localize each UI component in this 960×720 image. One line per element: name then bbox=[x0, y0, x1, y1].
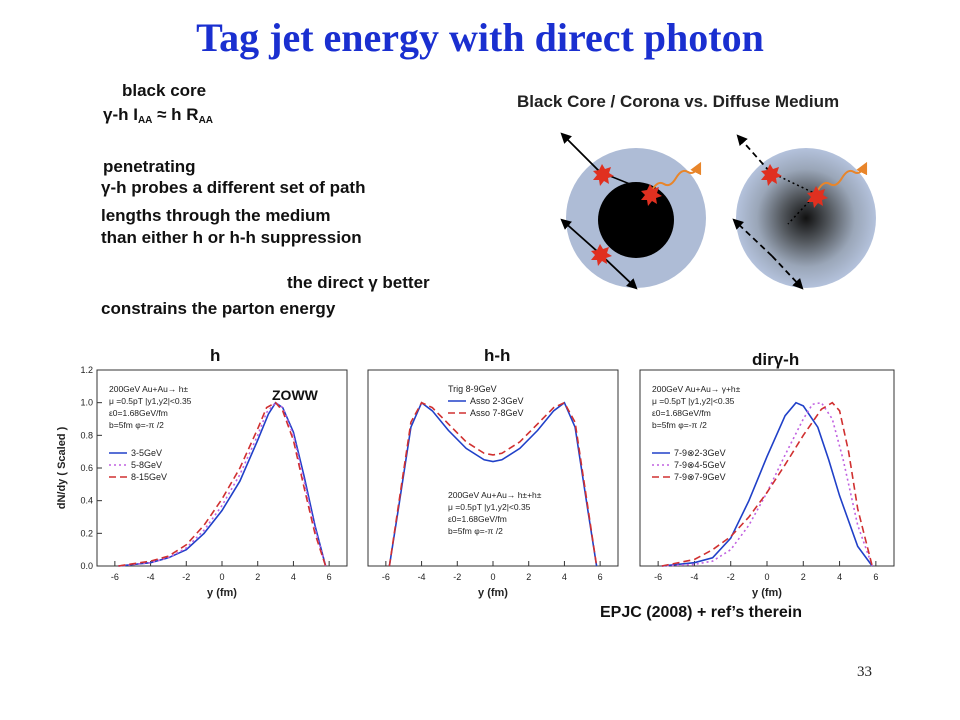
y-tick-label: 0.8 bbox=[80, 430, 93, 440]
annotation-text: ε0=1.68GeV/fm bbox=[109, 408, 168, 418]
penetrating-line-3: than either h or h-h suppression bbox=[101, 228, 362, 247]
annotation-text: b=5fm φ=-π /2 bbox=[448, 526, 503, 536]
plot-frame bbox=[639, 369, 895, 567]
star-icon bbox=[761, 164, 782, 186]
legend-entry-1: Asso 2-3GeV bbox=[470, 396, 524, 406]
x-tick-label: -6 bbox=[382, 572, 390, 582]
x-tick-label: -4 bbox=[690, 572, 698, 582]
diffuse-medium bbox=[732, 134, 876, 290]
photon-wave bbox=[817, 161, 868, 191]
direct-gamma-line-2: constrains the parton energy bbox=[101, 299, 336, 318]
x-tick-label: 0 bbox=[764, 572, 769, 582]
annotation-text: μ =0.5pT |y1,y2|<0.35 bbox=[448, 502, 531, 512]
penetrating-line-1: γ-h probes a different set of path bbox=[101, 178, 366, 197]
medium-diagram bbox=[560, 132, 876, 290]
y-tick-label: 0.6 bbox=[80, 463, 93, 473]
series-line-1 bbox=[118, 401, 327, 567]
iaa-raa-relation: γ-h IAA ≈ h RAA bbox=[103, 105, 214, 126]
x-tick-label: 6 bbox=[873, 572, 878, 582]
y-tick-label: 0.2 bbox=[80, 528, 93, 538]
x-axis-label: y (fm) bbox=[752, 587, 782, 599]
y-tick-label: 0.4 bbox=[80, 496, 93, 506]
annotation-text: ε0=1.68GeV/fm bbox=[652, 408, 711, 418]
annotation-text: μ =0.5pT |y1,y2|<0.35 bbox=[109, 396, 192, 406]
y-axis-label: dN/dy ( Scaled ) bbox=[56, 426, 68, 509]
penetrating-line-2: lengths through the medium bbox=[101, 206, 331, 225]
legend-entry-2: 7-9⊗4-5GeV bbox=[674, 460, 726, 470]
series-line-2 bbox=[118, 401, 327, 567]
x-tick-label: 4 bbox=[837, 572, 842, 582]
page-number: 33 bbox=[857, 664, 872, 680]
annotation-text: 200GeV Au+Au→ h±+h± bbox=[448, 490, 542, 500]
legend-title: Trig 8-9GeV bbox=[448, 384, 497, 394]
chart-panel-3: -6 -4 -2 0 2 4 6 y (fm) 200GeV Au+Au→ γ+h± μ =0.5… bbox=[639, 369, 895, 599]
zoww-badge: ZOWW bbox=[272, 387, 319, 403]
legend-entry-1: 7-9⊗2-3GeV bbox=[674, 448, 726, 458]
x-tick-label: -6 bbox=[111, 572, 119, 582]
annotation-text: ε0=1.68GeV/fm bbox=[448, 514, 507, 524]
reference-citation: EPJC (2008) + ref’s therein bbox=[600, 604, 803, 621]
annotation-text: b=5fm φ=-π /2 bbox=[109, 420, 164, 430]
annotation-text: 200GeV Au+Au→ γ+h± bbox=[652, 384, 741, 394]
penetrating-label: penetrating bbox=[103, 157, 196, 176]
diagram-title: Black Core / Corona vs. Diffuse Medium bbox=[517, 92, 840, 111]
legend-entry-2: Asso 7-8GeV bbox=[470, 408, 524, 418]
star-icon bbox=[807, 186, 828, 208]
x-tick-label: 2 bbox=[526, 572, 531, 582]
y-tick-label: 1.0 bbox=[80, 398, 93, 408]
chart-panel-1: -6 -4 -2 0 2 4 6 0.0 0.2 0.4 0.6 0.8 1.0 1.2 y (fm) dN/… bbox=[56, 365, 348, 599]
x-tick-label: 4 bbox=[291, 572, 296, 582]
annotation-text: μ =0.5pT |y1,y2|<0.35 bbox=[652, 396, 735, 406]
panel-label-hh: h-h bbox=[484, 346, 511, 365]
diffuse-disk bbox=[736, 148, 876, 288]
star-icon bbox=[593, 164, 614, 186]
chart-panel-2: -6 -4 -2 0 2 4 6 y (fm) 200GeV Au+Au→ h±+h± μ =0.… bbox=[367, 369, 619, 599]
slide-title: Tag jet energy with direct photon bbox=[196, 15, 764, 60]
x-tick-label: -4 bbox=[418, 572, 426, 582]
x-tick-label: -2 bbox=[453, 572, 461, 582]
x-tick-label: 2 bbox=[255, 572, 260, 582]
direct-gamma-line-1: the direct γ better bbox=[287, 273, 430, 292]
annotation-text: 200GeV Au+Au→ h± bbox=[109, 384, 188, 394]
photon-wave bbox=[651, 161, 702, 191]
x-tick-label: 0 bbox=[490, 572, 495, 582]
black-core-medium bbox=[560, 132, 706, 290]
legend-entry-1: 3-5GeV bbox=[131, 448, 162, 458]
series-line-3 bbox=[118, 401, 327, 567]
x-tick-label: 4 bbox=[562, 572, 567, 582]
star-icon bbox=[591, 244, 612, 266]
plot-frame bbox=[367, 369, 619, 567]
x-tick-label: -2 bbox=[727, 572, 735, 582]
y-tick-label: 1.2 bbox=[80, 365, 93, 375]
legend-entry-3: 7-9⊗7-9GeV bbox=[674, 472, 726, 482]
x-tick-label: 6 bbox=[598, 572, 603, 582]
legend-entry-2: 5-8GeV bbox=[131, 460, 162, 470]
series-line-1 bbox=[661, 401, 873, 567]
x-tick-label: 2 bbox=[801, 572, 806, 582]
x-axis-label: y (fm) bbox=[207, 587, 237, 599]
x-tick-label: -2 bbox=[182, 572, 190, 582]
series-line-2 bbox=[388, 401, 598, 567]
x-axis-label: y (fm) bbox=[478, 587, 508, 599]
y-tick-label: 0.0 bbox=[80, 561, 93, 571]
series-line-3 bbox=[661, 401, 873, 567]
annotation-text: b=5fm φ=-π /2 bbox=[652, 420, 707, 430]
legend-entry-3: 8-15GeV bbox=[131, 472, 167, 482]
panel-label-h: h bbox=[210, 346, 221, 365]
x-tick-label: -4 bbox=[147, 572, 155, 582]
x-tick-label: 6 bbox=[327, 572, 332, 582]
black-core-label: black core bbox=[122, 81, 207, 100]
x-tick-label: -6 bbox=[654, 572, 662, 582]
star-icon bbox=[641, 184, 662, 206]
panel-label-dir-gamma-h: dirγ-h bbox=[752, 350, 800, 369]
x-tick-label: 0 bbox=[219, 572, 224, 582]
